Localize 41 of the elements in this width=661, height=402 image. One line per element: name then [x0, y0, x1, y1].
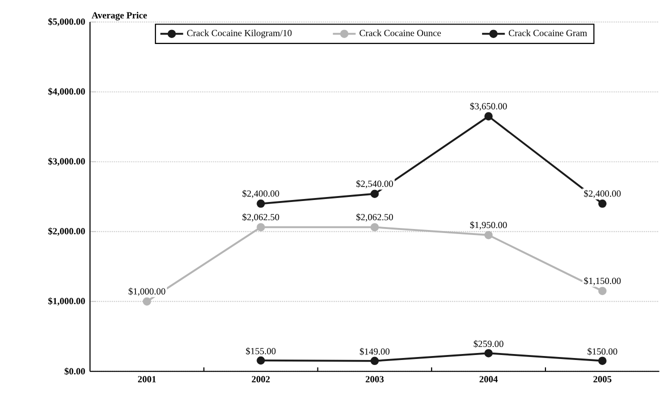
point — [370, 190, 379, 198]
data-label: $155.00 — [246, 347, 276, 355]
point — [484, 112, 493, 120]
point — [256, 356, 265, 365]
legend-label: Crack Cocaine Gram — [508, 30, 588, 36]
y-tick-label: $0.00 — [64, 368, 85, 376]
x-tick-label: 2005 — [593, 376, 612, 382]
point — [598, 356, 607, 365]
point — [370, 223, 379, 232]
x-tick-label: 2002 — [252, 376, 270, 382]
data-label: $2,400.00 — [242, 190, 280, 198]
data-label: $1,950.00 — [470, 221, 507, 230]
point — [370, 356, 379, 366]
x-tick-label: 2003 — [366, 376, 384, 382]
point — [598, 286, 607, 296]
data-label: $3,650.00 — [470, 102, 507, 111]
data-label: $2,062.50 — [356, 213, 393, 222]
point — [484, 349, 493, 358]
point — [256, 200, 265, 208]
point — [484, 230, 493, 240]
y-tick-label: $2,000.00 — [48, 227, 85, 236]
legend-label: Crack Cocaine Kilogram/10 — [187, 30, 292, 38]
y-tick-label: $3,000.00 — [48, 158, 85, 166]
y-tick-label: $4,000.00 — [48, 88, 85, 96]
legend-label: Crack Cocaine Ounce — [360, 30, 441, 36]
data-label: $1,000.00 — [128, 288, 166, 296]
point — [256, 223, 265, 232]
data-label: $2,540.00 — [356, 180, 393, 188]
data-label: $150.00 — [588, 348, 618, 356]
point — [598, 200, 607, 208]
data-label: $259.00 — [474, 340, 504, 348]
data-label: $1,150.00 — [584, 277, 621, 286]
data-label: $2,400.00 — [584, 190, 621, 198]
y-axis-title: Average Price — [92, 12, 147, 20]
x-tick-label: 2004 — [480, 376, 498, 382]
point — [142, 297, 152, 306]
data-label: $149.00 — [360, 348, 390, 356]
y-tick-label: $1,000.00 — [48, 297, 85, 306]
data-label: $2,062.50 — [242, 213, 280, 222]
y-tick-label: $5,000.00 — [48, 18, 85, 26]
x-tick-label: 2001 — [138, 376, 156, 382]
